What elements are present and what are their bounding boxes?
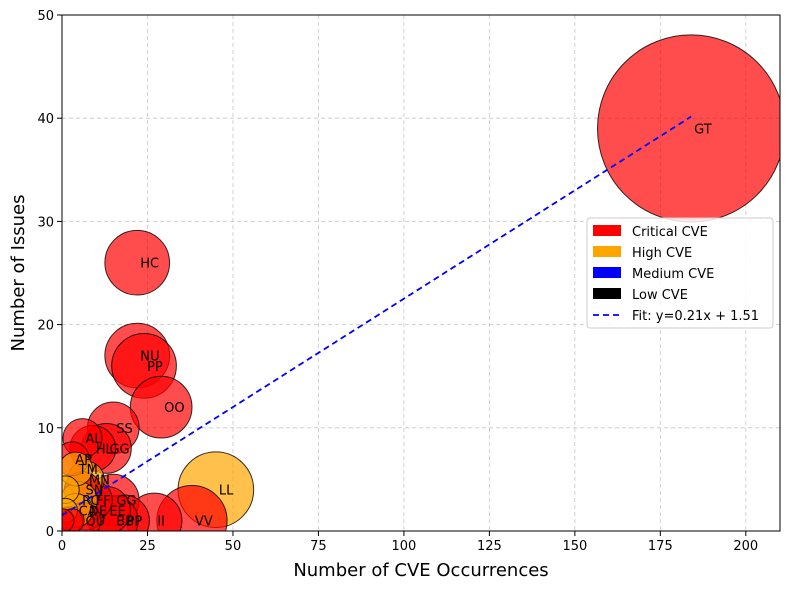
bubble-label-ll: LL — [219, 484, 234, 499]
legend-swatch — [593, 246, 621, 257]
y-axis-title: Number of Issues — [8, 194, 29, 351]
fit-line — [62, 115, 692, 517]
bubble-label-sn: SN — [86, 484, 104, 499]
legend-swatch — [593, 225, 621, 236]
bubble-label-pp: PP — [147, 360, 163, 375]
x-tick-label: 150 — [562, 539, 587, 554]
bubble-label-ee: EE — [109, 504, 125, 519]
legend-label: High CVE — [632, 246, 692, 261]
bubble-label-al: AL — [86, 432, 103, 447]
bubble-oo — [129, 375, 193, 439]
y-tick-label: 50 — [37, 9, 54, 24]
bubble-label-gt: GT — [694, 123, 712, 138]
x-tick-label: 25 — [139, 539, 156, 554]
y-tick-label: 30 — [37, 215, 54, 230]
x-axis-title: Number of CVE Occurrences — [293, 560, 548, 581]
bubble-label-nu: NU — [140, 350, 159, 365]
bubble-label-rc: RC — [82, 494, 99, 509]
bubble-label-hc: HC — [140, 257, 159, 272]
legend-swatch — [593, 267, 621, 278]
y-tick-label: 0 — [46, 525, 54, 540]
bubble-label-oo: OO — [164, 401, 184, 416]
legend-label: Critical CVE — [632, 225, 708, 240]
y-tick-label: 10 — [37, 422, 54, 437]
bubble-label-ss: SS — [116, 422, 133, 437]
bubble-label-ff: FF — [96, 494, 111, 509]
bubble-gt — [597, 34, 780, 223]
y-tick-label: 20 — [37, 319, 54, 334]
y-tick-label: 40 — [37, 112, 54, 127]
bubble-label-qu: QU — [86, 515, 106, 530]
legend-label: Fit: y=0.21x + 1.51 — [632, 309, 759, 324]
plot-frame — [61, 14, 781, 532]
legend-swatch — [593, 288, 621, 299]
axes: 0 25 50 75 100 125 150 175 200 0 10 20 30 40 50 — [37, 9, 781, 554]
x-tick-label: 125 — [477, 539, 502, 554]
bubble-hc — [104, 229, 171, 296]
legend-label: Low CVE — [632, 288, 688, 303]
x-tick-label: 175 — [648, 539, 673, 554]
bubble-label-ca: CA — [79, 504, 97, 519]
legend-box — [586, 217, 774, 329]
bubble-label-ii: II — [157, 515, 165, 530]
x-tick-label: 0 — [58, 539, 66, 554]
bubble-label-ap: AP — [75, 453, 92, 468]
bubble-label-tm: TM — [78, 463, 98, 478]
bubble-label-pp: PP — [127, 515, 143, 530]
legend-label: Medium CVE — [632, 267, 714, 282]
legend: Critical CVE High CVE Medium CVE Low CVE Fit… — [586, 217, 774, 329]
x-tick-label: 100 — [391, 539, 416, 554]
plot-area: GTHCNUPPOOSSGGHLALAPLLVVIIGGBBPPEETMMNSN… — [62, 34, 780, 531]
x-tick-label: 200 — [733, 539, 758, 554]
x-tick-label: 75 — [310, 539, 327, 554]
bubble-label-mn: MN — [89, 473, 110, 488]
bubble-label-de: DE — [89, 504, 107, 519]
bubble-label-vv: VV — [195, 515, 213, 530]
x-tick-label: 50 — [225, 539, 242, 554]
bubble-label-bb: BB — [116, 515, 134, 530]
bubble-label-gg: GG — [109, 442, 129, 457]
bubble-label-hl: HL — [96, 442, 114, 457]
bubble-label-gg: GG — [116, 494, 136, 509]
